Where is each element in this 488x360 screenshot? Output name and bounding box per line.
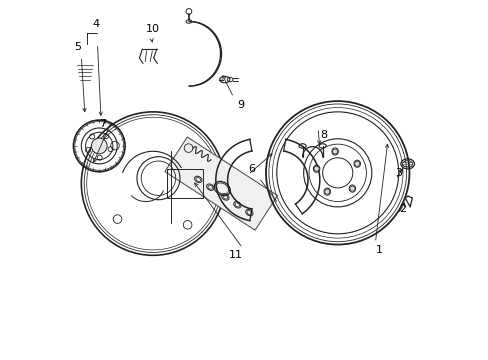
Circle shape [354, 161, 359, 166]
Text: 11: 11 [228, 250, 242, 260]
Circle shape [313, 166, 319, 171]
Text: 4: 4 [92, 19, 99, 29]
Text: 2: 2 [398, 204, 405, 214]
Circle shape [332, 149, 337, 154]
Text: 7: 7 [99, 120, 106, 129]
Text: 8: 8 [319, 130, 326, 140]
Polygon shape [164, 137, 277, 230]
Circle shape [91, 138, 107, 154]
Text: 10: 10 [146, 24, 160, 35]
Text: 3: 3 [394, 168, 402, 178]
Circle shape [349, 186, 354, 191]
Text: 1: 1 [375, 245, 382, 255]
Text: 6: 6 [248, 164, 255, 174]
Circle shape [324, 189, 329, 194]
Text: 5: 5 [74, 42, 81, 52]
Text: 9: 9 [237, 100, 244, 110]
Bar [167, 169, 203, 198]
